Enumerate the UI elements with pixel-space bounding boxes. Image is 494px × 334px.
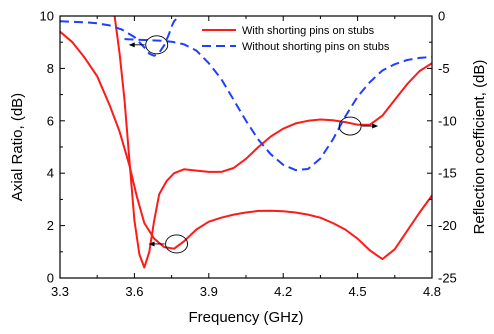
y-left-tick-label: 6: [47, 113, 54, 128]
legend-label-with-pins: With shorting pins on stubs: [242, 25, 375, 37]
x-tick-label: 3.3: [51, 284, 69, 299]
y-right-tick-label: -20: [438, 218, 457, 233]
x-axis-label: Frequency (GHz): [188, 309, 303, 326]
y-axis-label-right: Reflection coefficient, (dB): [471, 60, 488, 235]
annotation-arrowhead-1: [148, 241, 155, 247]
y-left-tick-label: 2: [47, 218, 54, 233]
series-without-pins-line-0: [60, 16, 180, 57]
series-with-pins-line-1: [113, 16, 432, 269]
annotation-arrowhead-2: [372, 123, 379, 129]
legend: With shorting pins on stubs Without shor…: [202, 25, 390, 53]
y-left-tick-label: 4: [47, 166, 54, 181]
y-left-tick-label: 8: [47, 61, 54, 76]
annotation-ellipse-1: [165, 234, 189, 254]
legend-label-without-pins: Without shorting pins on stubs: [242, 41, 390, 53]
plot-area: [59, 15, 433, 279]
x-tick-label: 3.6: [125, 284, 143, 299]
y-left-tick-label: 0: [47, 271, 54, 286]
y-right-tick-label: 0: [438, 9, 445, 24]
series-without-pins-line-1: [124, 38, 432, 172]
y-right-tick-label: -10: [438, 113, 457, 128]
x-tick-label: 4.2: [274, 284, 292, 299]
series-with-pins-line-0: [60, 30, 432, 261]
axis-ticks: 3.3 3.6 3.9 4.2 4.5 4.8 0 2 4 6 8 10 0 -5 -10 -15 -20 -25: [40, 9, 457, 300]
y-axis-label-left: Axial Ratio, (dB): [9, 93, 26, 201]
y-right-tick-label: -5: [438, 61, 450, 76]
y-left-tick-label: 10: [40, 9, 54, 24]
y-right-tick-label: -25: [438, 271, 457, 286]
annotation-ellipse-0: [145, 35, 169, 55]
x-tick-label: 4.5: [349, 284, 367, 299]
y-right-tick-label: -15: [438, 166, 457, 181]
x-tick-label: 3.9: [200, 284, 218, 299]
plot-frame: [59, 15, 433, 279]
x-tick-label: 4.8: [423, 284, 441, 299]
series-group: [60, 16, 432, 269]
annotation-ellipse-2: [338, 116, 362, 136]
annotation-arrowhead-0: [128, 42, 135, 48]
